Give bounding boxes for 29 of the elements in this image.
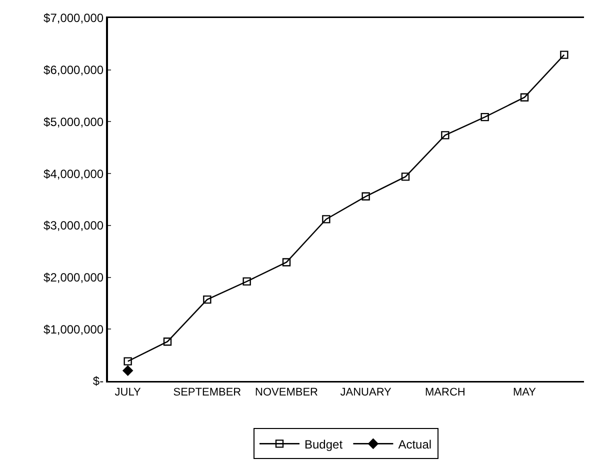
legend-label: Budget: [304, 437, 344, 452]
point: [401, 172, 410, 181]
x-tick-label: JANUARY: [340, 386, 392, 399]
point: [163, 337, 172, 346]
y-tick-label: $1,000,000: [44, 322, 104, 336]
point: [480, 112, 489, 122]
point: [124, 357, 132, 366]
point: [560, 50, 568, 59]
x-tick-label: MARCH: [425, 386, 466, 399]
y-tick-label: $5,000,000: [44, 114, 104, 129]
x-tick-label: JULY: [114, 386, 142, 399]
y-tick-label: $6,000,000: [44, 63, 104, 78]
legend-label: Actual: [398, 437, 432, 452]
point: [441, 131, 450, 140]
point: [242, 277, 251, 286]
y-tick-label: $-: [92, 374, 104, 388]
x-tick-label: NOVEMBER: [255, 386, 318, 399]
point: [520, 93, 529, 102]
x-tick-label: SEPTEMBER: [173, 386, 242, 399]
point: [122, 365, 133, 376]
y-tick-label: $4,000,000: [44, 166, 104, 181]
point: [203, 295, 212, 304]
y-tick-label: $3,000,000: [44, 218, 104, 233]
point: [362, 192, 370, 200]
point: [282, 258, 291, 266]
x-tick-label: MAY: [512, 386, 537, 399]
y-tick-label: $7,000,000: [44, 11, 104, 26]
point: [322, 215, 330, 224]
y-tick-label: $2,000,000: [44, 270, 104, 284]
